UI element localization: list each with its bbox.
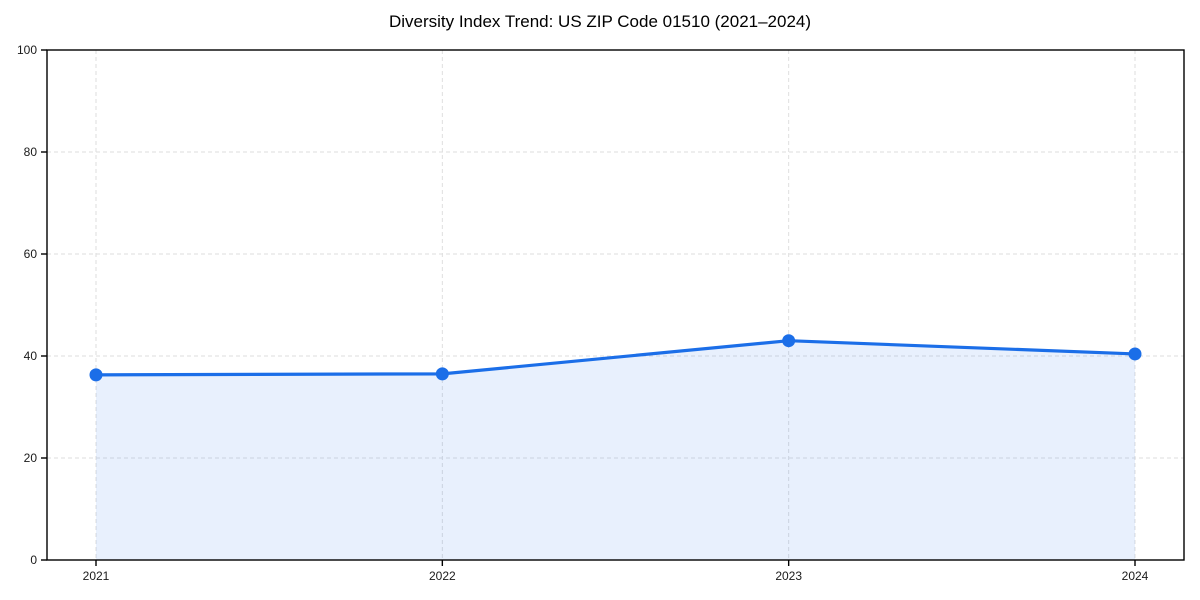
y-tick-label: 100: [17, 43, 37, 57]
y-tick-label: 20: [24, 451, 38, 465]
y-tick-label: 60: [24, 247, 38, 261]
y-axis: 0 20 40 60 80 100: [17, 43, 47, 567]
area-fill: [96, 340, 1135, 560]
chart-title: Diversity Index Trend: US ZIP Code 01510…: [388, 12, 812, 31]
plot-border: [46, 49, 1185, 561]
x-tick-label: 2021: [83, 569, 110, 583]
data-point: [1128, 347, 1142, 361]
data-points: [89, 334, 1142, 382]
x-axis: 2021 2022 2023 2024: [83, 560, 1149, 583]
trend-line: [94, 339, 1137, 377]
y-tick-label: 0: [30, 553, 37, 567]
x-tick-label: 2022: [429, 569, 456, 583]
y-tick-label: 80: [24, 145, 38, 159]
data-point: [435, 367, 449, 381]
x-tick-label: 2023: [775, 569, 802, 583]
data-point: [782, 334, 796, 348]
x-tick-label: 2024: [1122, 569, 1149, 583]
y-tick-label: 40: [24, 349, 38, 363]
data-point: [89, 368, 103, 382]
